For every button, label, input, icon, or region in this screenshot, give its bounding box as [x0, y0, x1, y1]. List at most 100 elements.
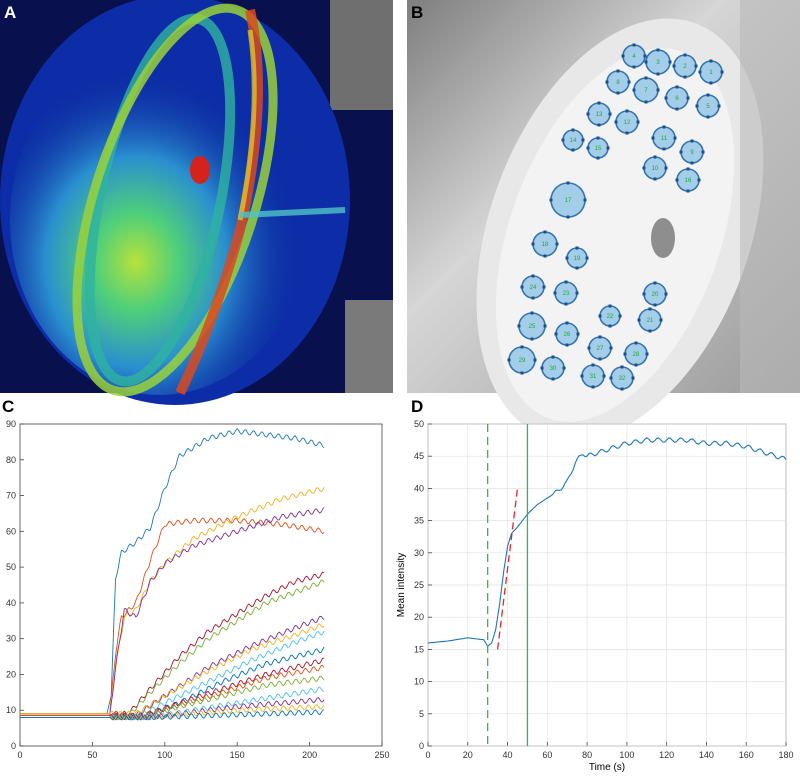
- roi-number: 17: [565, 198, 572, 204]
- roi-handle: [543, 230, 547, 234]
- roi-handle: [642, 292, 646, 296]
- roi-number: 19: [574, 256, 581, 262]
- roi-number: 11: [661, 136, 668, 142]
- roi-handle: [596, 156, 600, 160]
- roi-handle: [575, 291, 579, 295]
- roi-number: 1: [709, 70, 713, 76]
- roi-handle: [598, 357, 602, 361]
- roi-handle: [609, 346, 613, 350]
- x-tick-label: 50: [87, 750, 97, 760]
- roi-number: 16: [685, 178, 692, 184]
- roi-handle: [620, 365, 624, 369]
- roi-handle: [675, 85, 679, 89]
- roi-handle: [632, 88, 636, 92]
- y-tick-label: 60: [6, 526, 16, 536]
- roi-handle: [668, 60, 672, 64]
- roi-handle: [620, 387, 624, 391]
- roi-number: 29: [519, 358, 526, 364]
- roi-handle: [581, 138, 585, 142]
- roi-number: 26: [564, 332, 571, 338]
- fit-line: [496, 488, 519, 650]
- y-tick-label: 15: [414, 644, 424, 654]
- roi-handle: [565, 256, 569, 260]
- roi-handle: [520, 371, 524, 375]
- y-tick-label: 20: [6, 669, 16, 679]
- roi-handle: [664, 96, 668, 100]
- roi-handle: [644, 100, 648, 104]
- roi-number: 4: [632, 54, 636, 60]
- x-tick-label: 0: [17, 750, 22, 760]
- panel-a-image: [0, 0, 393, 405]
- chart-d: 0 20 40 60 80 100 120 140 160 180 0 5 10 15 20 25 30 35 40…: [396, 419, 794, 773]
- panel-c-label: C: [2, 397, 14, 416]
- roi-handle: [653, 303, 657, 307]
- roi-handle: [614, 120, 618, 124]
- x-tick-label: 150: [230, 750, 245, 760]
- roi-handle: [656, 88, 660, 92]
- roi-handle: [644, 76, 648, 80]
- roi-handle: [698, 70, 702, 74]
- roi-handle: [695, 104, 699, 108]
- roi-handle: [683, 53, 687, 57]
- roi-handle: [627, 80, 631, 84]
- y-tick-label: 25: [414, 580, 424, 590]
- roi-handle: [598, 335, 602, 339]
- roi-number: 30: [550, 366, 557, 372]
- roi-handle: [690, 139, 694, 143]
- roi-handle: [564, 302, 568, 306]
- roi-handle: [664, 166, 668, 170]
- series-line: [20, 623, 325, 717]
- roi-handle: [586, 146, 590, 150]
- roi-handle: [606, 146, 610, 150]
- roi-handle: [520, 285, 524, 289]
- roi-handle: [587, 346, 591, 350]
- roi-number: 6: [675, 96, 679, 102]
- y-tick-label: 10: [6, 705, 16, 715]
- roi-number: 20: [652, 292, 659, 298]
- y-tick-label: 0: [11, 741, 16, 751]
- roi-handle: [564, 280, 568, 284]
- roi-handle: [555, 242, 559, 246]
- x-tick-label: 40: [503, 750, 513, 760]
- roi-handle: [637, 318, 641, 322]
- x-tick-label: 180: [778, 750, 793, 760]
- y-tick-label: 40: [414, 483, 424, 493]
- roi-handle: [520, 345, 524, 349]
- roi-handle: [530, 311, 534, 315]
- roi-handle: [585, 256, 589, 260]
- roi-handle: [720, 70, 724, 74]
- roi-number: 31: [590, 374, 597, 380]
- x-tick-label: 120: [659, 750, 674, 760]
- roi-handle: [675, 107, 679, 111]
- roi-handle: [543, 254, 547, 258]
- roi-handle: [645, 352, 649, 356]
- roi-handle: [591, 385, 595, 389]
- roi-handle: [571, 148, 575, 152]
- roi-handle: [634, 341, 638, 345]
- roi-handle: [609, 376, 613, 380]
- panel-b-label: B: [411, 3, 423, 22]
- x-axis-label: Time (s): [589, 762, 625, 773]
- roi-handle: [621, 54, 625, 58]
- roi-number: 13: [596, 112, 603, 118]
- y-tick-label: 50: [414, 419, 424, 429]
- roi-number: 23: [563, 291, 570, 297]
- roi-handle: [673, 136, 677, 140]
- roi-handle: [551, 355, 555, 359]
- y-tick-label: 30: [6, 634, 16, 644]
- roi-handle: [690, 161, 694, 165]
- roi-number: 12: [624, 120, 631, 126]
- roi-handle: [571, 128, 575, 132]
- roi-handle: [659, 318, 663, 322]
- roi-handle: [656, 72, 660, 76]
- roi-handle: [608, 112, 612, 116]
- roi-number: 9: [690, 150, 694, 156]
- roi-handle: [679, 150, 683, 154]
- series-line: [20, 664, 325, 719]
- roi-handle: [675, 178, 679, 182]
- roi-handle: [554, 332, 558, 336]
- roi-handle: [608, 324, 612, 328]
- roi-handle: [517, 324, 521, 328]
- roi-handle: [631, 376, 635, 380]
- roi-handle: [648, 307, 652, 311]
